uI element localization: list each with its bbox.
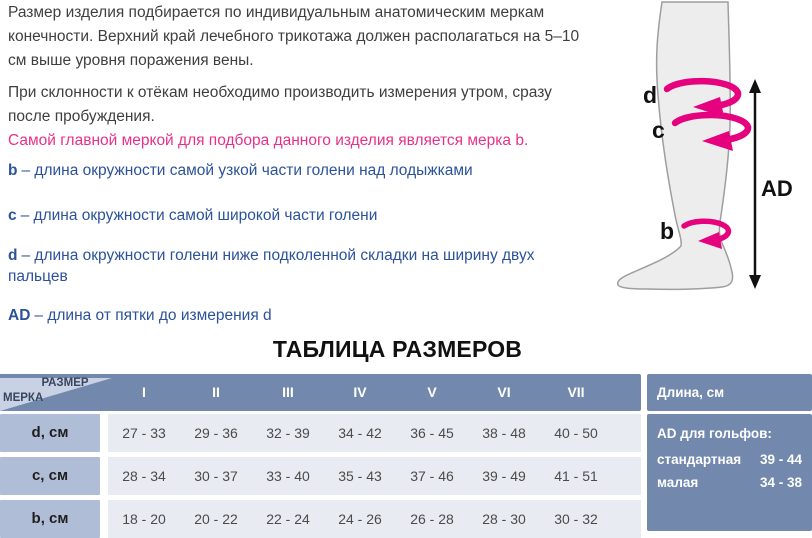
col-header-5: V: [427, 384, 437, 400]
cell-c-5: 37 - 46: [410, 468, 454, 484]
corner-cell: РАЗМЕР МЕРКА: [0, 374, 135, 411]
col-header-4: IV: [353, 384, 367, 400]
size-table-header: РАЗМЕР МЕРКА I II III IV V VI VII: [0, 374, 641, 411]
definition-ad: AD – длина от пятки до измерения d: [8, 305, 584, 326]
definition-d: d – длина окружности голени ниже подколен…: [8, 245, 584, 287]
ad-length-arrow: [749, 79, 761, 289]
diagram-label-ad: AD: [761, 176, 793, 201]
measure-text-ad: – длина от пятки до измерения d: [34, 307, 272, 324]
corner-label-size: РАЗМЕР: [41, 377, 89, 389]
ad-golf-subtitle: AD для гольфов:: [657, 426, 772, 441]
paragraph-size-selection: Размер изделия подбирается по индивидуал…: [8, 4, 580, 69]
cell-b-7: 30 - 32: [554, 511, 598, 527]
cell-d-3: 32 - 39: [266, 425, 310, 441]
measure-arrow-b: [681, 218, 732, 249]
col-header-6: VI: [497, 384, 511, 400]
cell-c-1: 28 - 34: [122, 468, 166, 484]
length-value-standard: 39 - 44: [759, 452, 802, 467]
size-table: РАЗМЕР МЕРКА I II III IV V VI VII d, см …: [0, 374, 641, 538]
col-header-2: II: [212, 384, 220, 400]
cell-b-4: 24 - 26: [338, 511, 382, 527]
col-header-3: III: [282, 384, 294, 400]
length-panel-body: AD для гольфов: стандартная 39 - 44 мала…: [647, 414, 812, 531]
cell-d-5: 36 - 45: [410, 425, 454, 441]
definition-c: c – длина окружности самой широкой части …: [8, 205, 584, 226]
size-table-title: ТАБЛИЦА РАЗМЕРОВ: [272, 336, 523, 362]
diagram-label-b: b: [660, 218, 674, 244]
corner-label-measure: МЕРКА: [3, 392, 44, 404]
measure-text-b: – длина окружности самой узкой части гол…: [21, 162, 473, 179]
size-columns: I II III IV V VI VII: [108, 374, 612, 411]
cell-b-3: 22 - 24: [266, 511, 310, 527]
length-label-small: малая: [657, 475, 699, 490]
corner-diagonal: [0, 374, 135, 411]
cell-b-2: 20 - 22: [194, 511, 238, 527]
diagram-label-c: c: [652, 117, 665, 143]
row-values-c: 28 - 34 30 - 37 33 - 40 35 - 43 37 - 46 …: [108, 457, 641, 495]
table-row-b: b, см 18 - 20 20 - 22 22 - 24 24 - 26 26…: [0, 500, 641, 538]
definition-b: b – длина окружности самой узкой части го…: [8, 160, 584, 181]
row-label-d: d, см: [0, 414, 100, 452]
measure-key-d: d: [8, 247, 18, 264]
cell-b-1: 18 - 20: [122, 511, 166, 527]
measure-key-b: b: [8, 162, 18, 179]
leg-silhouette: [616, 1, 734, 291]
table-row-d: d, см 27 - 33 29 - 36 32 - 39 34 - 42 36…: [0, 414, 641, 452]
row-label-b: b, см: [0, 500, 100, 538]
row-values-b: 18 - 20 20 - 22 22 - 24 24 - 26 26 - 28 …: [108, 500, 641, 538]
cell-c-6: 39 - 49: [482, 468, 526, 484]
paragraph-morning-measure: При склонности к отёкам необходимо произ…: [8, 84, 552, 125]
cell-d-7: 40 - 50: [554, 425, 598, 441]
col-header-1: I: [142, 384, 146, 400]
measure-key-ad: AD: [8, 307, 31, 324]
length-panel-header: Длина, см: [647, 374, 812, 411]
measure-text-c: – длина окружности самой широкой части г…: [20, 207, 378, 224]
cell-d-1: 27 - 33: [122, 425, 166, 441]
length-panel: Длина, см AD для гольфов: стандартная 39…: [647, 374, 812, 531]
cell-d-2: 29 - 36: [194, 425, 238, 441]
length-value-small: 34 - 38: [759, 475, 802, 490]
measure-text-d: – длина окружности голени ниже подколенн…: [8, 247, 535, 285]
cell-c-3: 33 - 40: [266, 468, 310, 484]
row-label-c: c, см: [0, 457, 100, 495]
measure-arrow-c: [671, 111, 752, 151]
measure-key-c: c: [8, 207, 17, 224]
cell-d-4: 34 - 42: [338, 425, 382, 441]
cell-c-2: 30 - 37: [194, 468, 238, 484]
cell-c-4: 35 - 43: [338, 468, 382, 484]
leg-measurement-diagram: d c b AD: [600, 0, 812, 300]
cell-d-6: 38 - 48: [482, 425, 526, 441]
diagram-label-d: d: [643, 82, 657, 108]
cell-b-5: 26 - 28: [410, 511, 454, 527]
length-row-standard: стандартная 39 - 44: [657, 452, 802, 467]
length-label-standard: стандартная: [657, 452, 742, 467]
col-header-7: VII: [567, 384, 585, 400]
cell-c-7: 41 - 51: [554, 468, 598, 484]
leg-diagram-svg: d c b AD: [616, 1, 793, 291]
cell-b-6: 28 - 30: [482, 511, 526, 527]
length-row-small: малая 34 - 38: [657, 475, 802, 490]
row-values-d: 27 - 33 29 - 36 32 - 39 34 - 42 36 - 45 …: [108, 414, 641, 452]
key-measure-note: Самой главной меркой для подбора данного…: [8, 132, 529, 149]
table-row-c: c, см 28 - 34 30 - 37 33 - 40 35 - 43 37…: [0, 457, 641, 495]
